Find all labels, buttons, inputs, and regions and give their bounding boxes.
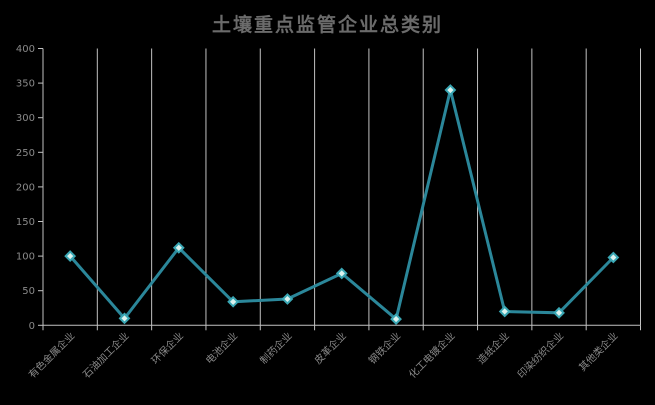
data-point-marker[interactable] [335,267,348,280]
y-axis-tick-label: 0 [29,321,35,332]
data-point-marker[interactable] [444,84,457,96]
y-axis-tick-label: 50 [22,286,35,297]
data-point-marker[interactable] [281,293,294,305]
y-axis-tick-label: 150 [16,217,35,228]
data-point-marker[interactable] [172,241,185,254]
x-axis-category-label: 钢铁企业 [366,329,403,366]
x-axis-category-label: 石油加工企业 [80,329,132,381]
data-point-marker[interactable] [64,250,77,263]
y-axis-tick-label: 300 [16,113,35,124]
x-axis-category-label: 印染纺织企业 [515,329,567,381]
x-axis-category-label: 皮革企业 [311,329,348,366]
x-axis-category-label: 化工电镀企业 [406,329,458,381]
x-axis-category-label: 制药企业 [257,329,294,366]
data-point-marker[interactable] [118,312,131,325]
y-axis-tick-label: 250 [16,148,35,159]
y-axis-tick-label: 350 [16,79,35,90]
x-axis-category-label: 造纸企业 [474,329,511,366]
x-axis-category-label: 环保企业 [148,329,185,366]
data-point-marker[interactable] [390,313,402,325]
x-axis-category-label: 其他类企业 [576,329,621,374]
x-axis-category-label: 有色金属企业 [26,329,78,381]
data-point-marker[interactable] [553,306,565,319]
chart-title: 土壤重点监管企业总类别 [211,14,443,36]
data-point-marker[interactable] [227,295,240,308]
y-axis-tick-label: 100 [16,252,35,263]
x-axis-category-label: 电池企业 [203,329,240,366]
data-point-marker[interactable] [607,251,620,264]
y-axis-tick-label: 400 [16,44,35,55]
y-axis-tick-label: 200 [16,182,35,193]
data-point-marker[interactable] [498,305,511,318]
